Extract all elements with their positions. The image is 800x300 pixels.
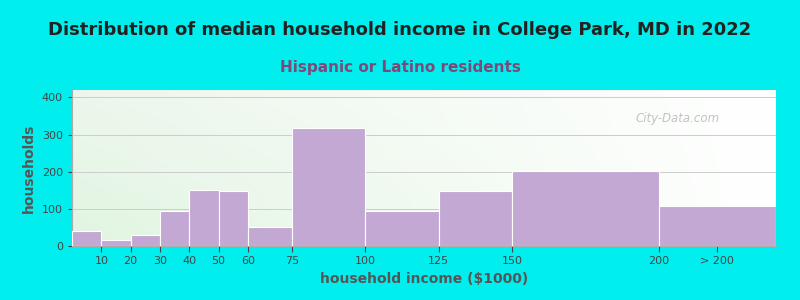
Bar	[438, 191, 512, 246]
Bar	[248, 227, 292, 246]
Bar	[190, 190, 218, 246]
Text: Distribution of median household income in College Park, MD in 2022: Distribution of median household income …	[48, 21, 752, 39]
Bar	[102, 240, 130, 246]
Bar	[366, 211, 438, 246]
Text: City-Data.com: City-Data.com	[635, 112, 719, 124]
X-axis label: household income ($1000): household income ($1000)	[320, 272, 528, 286]
Y-axis label: households: households	[22, 123, 36, 213]
Bar	[72, 231, 102, 246]
Bar	[218, 191, 248, 246]
Bar	[130, 235, 160, 246]
Text: Hispanic or Latino residents: Hispanic or Latino residents	[279, 60, 521, 75]
Bar	[658, 206, 776, 246]
Bar	[292, 128, 366, 246]
Bar	[512, 171, 658, 246]
Bar	[160, 211, 190, 246]
